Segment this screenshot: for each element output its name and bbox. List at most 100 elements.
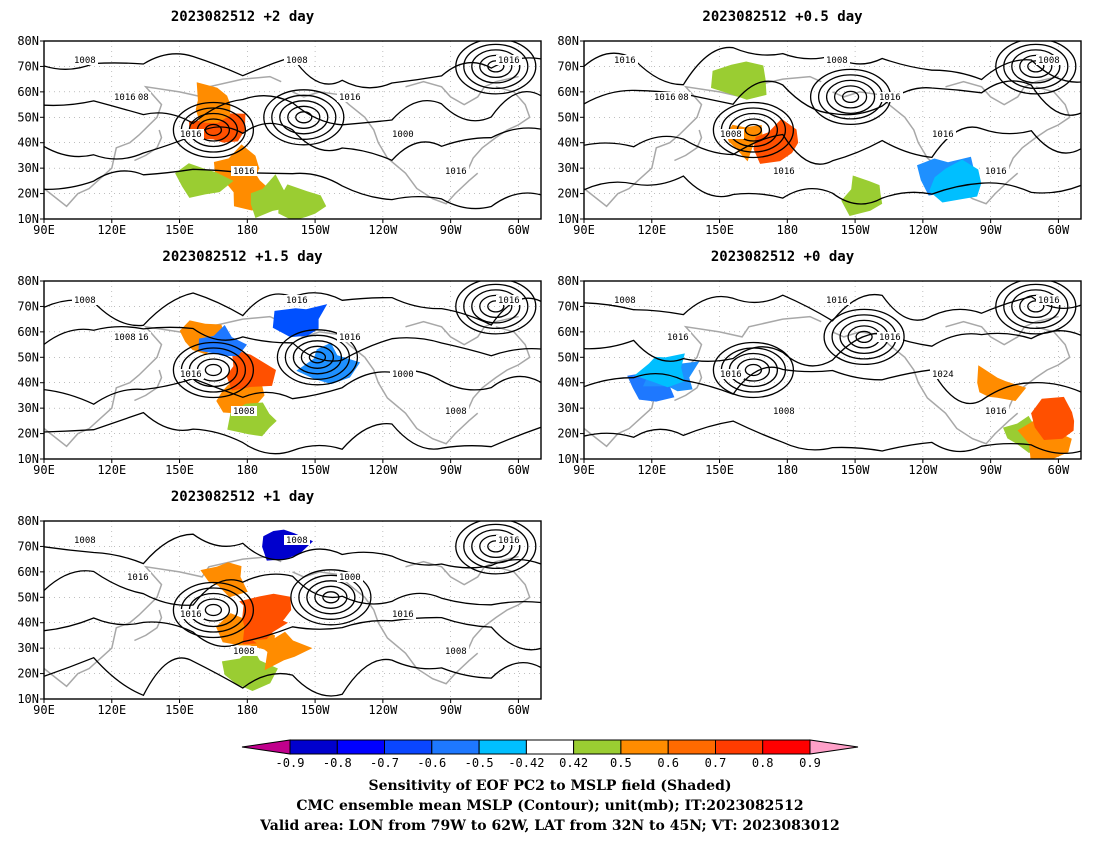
lat-tick-label: 10N (557, 452, 579, 466)
contour-label: 1016 (339, 333, 361, 343)
map-panel: 2023082512 +0.5 day 1016 1008 1008 1016 1008 1… (557, 9, 1082, 237)
lat-tick-label: 60N (17, 325, 39, 339)
contour-label-bg (718, 129, 744, 139)
lat-tick-label: 40N (557, 376, 579, 390)
pressure-center-contour (823, 308, 905, 366)
pressure-center-contour (204, 363, 223, 377)
colorbar-segment (620, 739, 669, 755)
mslp-contour (584, 175, 1081, 205)
lat-tick-label: 70N (557, 59, 579, 73)
sensitivity-shading (977, 365, 1027, 401)
pressure-center-contour (825, 79, 876, 115)
contour-label-bg (72, 535, 98, 545)
lon-tick-label: 180 (776, 463, 798, 477)
contour-label: 1000 (392, 130, 414, 140)
coastline (832, 91, 1019, 205)
lat-tick-label: 80N (557, 34, 579, 48)
contour-label: 1008 (286, 56, 308, 66)
contour-label-bg (284, 295, 310, 305)
pressure-center-contour (204, 123, 223, 137)
pressure-center-contour (479, 294, 513, 319)
footer-line-1: Sensitivity of EOF PC2 to MSLP field (Sh… (368, 778, 731, 794)
contour-label: 1008 (773, 407, 795, 417)
lon-tick-label: 180 (236, 703, 258, 717)
pressure-center-contour (1027, 300, 1045, 313)
contour-label: 1016 (180, 610, 202, 620)
lon-tick-label: 90E (573, 463, 595, 477)
contour-label: 1024 (932, 370, 954, 380)
contour-label-bg (390, 369, 416, 379)
contour-label: 1016 (392, 610, 414, 620)
mslp-contour (44, 570, 541, 606)
lon-tick-label: 180 (776, 223, 798, 237)
contour-label: 1008 (286, 536, 308, 546)
contour-label: 1016 (180, 130, 202, 140)
contour-label-bg (496, 55, 522, 65)
pressure-center-contour (487, 60, 505, 73)
pressure-center-contour (276, 329, 359, 386)
contour-label: 1016 (445, 167, 467, 177)
coastline (134, 609, 163, 642)
contour-label: 1008 (720, 130, 742, 140)
pressure-center-contour (455, 281, 537, 335)
colorbar-segment (525, 739, 575, 755)
pressure-center-contour (455, 41, 537, 95)
pressure-center-contour (1019, 54, 1053, 79)
contour-label: 1016 (180, 370, 202, 380)
coastline (832, 331, 1019, 445)
lat-tick-label: 30N (17, 641, 39, 655)
coastline (44, 555, 282, 688)
contour-label: 1016 (233, 167, 255, 177)
contour-label-bg (983, 406, 1009, 416)
contour-label: 1008 (614, 296, 636, 306)
pressure-center-contour (471, 289, 521, 324)
colorbar-segment (289, 739, 338, 755)
contour-label-bg (496, 535, 522, 545)
contour-label: 1016 (932, 130, 954, 140)
lon-tick-label: 150W (841, 463, 871, 477)
pressure-center-contour (314, 585, 348, 609)
sensitivity-shading (272, 304, 328, 338)
pressure-center-contour (995, 41, 1077, 95)
pressure-center-contour (295, 111, 313, 124)
lat-tick-label: 50N (17, 590, 39, 604)
contour-label-bg (718, 369, 744, 379)
contour-label: 1008 (233, 647, 255, 657)
sensitivity-shading (711, 61, 767, 100)
mslp-contour (44, 369, 541, 405)
map-frame (43, 280, 542, 460)
lon-tick-label: 90E (573, 223, 595, 237)
footer-line-2: CMC ensemble mean MSLP (Contour); unit(m… (296, 798, 803, 814)
lon-tick-label: 90E (33, 703, 55, 717)
contour-label: 1016 (654, 93, 676, 103)
pressure-center-contour (322, 591, 340, 604)
contour-label-bg (824, 295, 850, 305)
map-background (584, 41, 1081, 219)
contour-label: 1016 (114, 93, 136, 103)
pressure-center-contour (833, 85, 868, 109)
lat-tick-label: 80N (17, 274, 39, 288)
pressure-center-contour (471, 529, 521, 564)
coastline (584, 315, 822, 448)
pressure-center-contour (1011, 289, 1061, 324)
pressure-center-contour (1003, 283, 1069, 330)
map-plot-area: 1008 1016 1016 1008 1008 1000 1016 1008 1016 (44, 521, 541, 699)
lon-tick-label: 120W (368, 463, 398, 477)
colorbar-segment (573, 739, 622, 755)
mslp-contour (44, 122, 541, 162)
colorbar-segment (667, 739, 717, 755)
contour-label: 1016 (498, 536, 520, 546)
lon-tick-label: 150W (301, 223, 331, 237)
pressure-center-contour (1019, 294, 1053, 319)
colorbar-segment (384, 739, 433, 755)
lon-tick-label: 90W (440, 223, 462, 237)
coastline (292, 571, 479, 685)
contour-label: 1008 (233, 407, 255, 417)
coastline (405, 75, 519, 106)
lat-tick-label: 20N (17, 187, 39, 201)
lat-tick-label: 30N (17, 401, 39, 415)
mslp-contour (44, 533, 541, 569)
map-panel: 2023082512 +1.5 day 1008 1016 1016 1008 1016 1… (17, 249, 542, 477)
contour-label-bg (231, 406, 257, 416)
